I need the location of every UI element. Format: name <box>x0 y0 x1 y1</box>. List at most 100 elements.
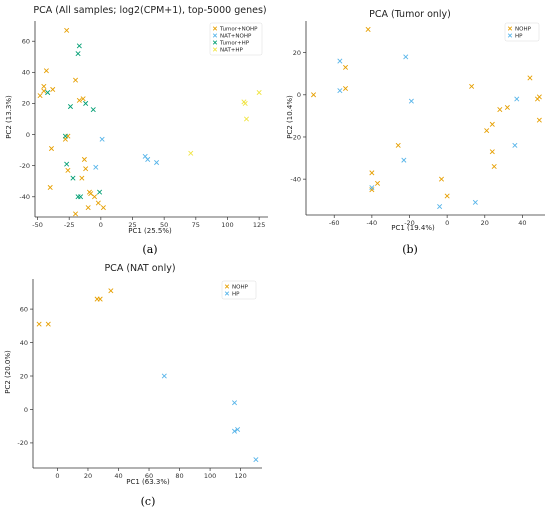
panel-a-point-tumor-nohp <box>100 205 106 211</box>
panel-a-point-tumor-nohp <box>64 27 70 33</box>
panel-b-point-nohp <box>497 107 503 113</box>
panel-a-x-tick-label: -25 <box>64 221 75 229</box>
panel-b-point-nohp <box>374 180 381 186</box>
panel-c-y-tick-label: 40 <box>20 339 28 347</box>
panel-b-point-hp <box>369 185 375 191</box>
panel-a-point-tumor-hp <box>90 107 96 113</box>
panel-a-legend-label: NAT+NOHP <box>220 34 252 40</box>
panel-a-chart: PCA (All samples; log2(CPM+1), top-5000 … <box>5 5 268 256</box>
panel-b-legend-box <box>504 22 540 42</box>
panel-a-point-tumor-nohp <box>83 166 89 172</box>
panel-c-point-nohp <box>97 296 103 302</box>
panel-c-x-tick-label: 60 <box>145 472 153 480</box>
panel-a-point-tumor-hp <box>97 189 103 195</box>
panel-b-point-hp <box>337 88 343 94</box>
panel-a-point-tumor-nohp <box>41 83 47 89</box>
panel-a-xlabel: PC1 (25.5%) <box>128 227 172 235</box>
panel-b-point-hp <box>403 54 409 60</box>
panel-b-point-nohp <box>491 163 497 170</box>
panel-a-point-tumor-nohp <box>88 191 94 197</box>
panel-b-y-tick-label: -20 <box>290 133 301 141</box>
panel-a-point-tumor-hp <box>70 175 76 181</box>
panel-b-point-nohp <box>311 92 317 98</box>
panel-a-legend-label: NAT+HP <box>220 48 244 54</box>
panel-c-legend-marker <box>224 284 230 289</box>
panel-a-point-tumor-nohp <box>37 93 43 99</box>
panel-b-x-tick-label: 20 <box>481 219 489 227</box>
panel-b-x-tick-label: -60 <box>329 219 340 227</box>
panel-a-point-tumor-nohp <box>43 68 49 74</box>
panel-a-y-tick-label: 20 <box>22 100 30 108</box>
panel-a-ylabel: PC2 (13.3%) <box>5 95 13 139</box>
panel-c-x-tick-label: 40 <box>114 472 122 480</box>
panel-b-point-hp <box>401 157 407 163</box>
panel-c-x-tick-label: 80 <box>175 472 183 480</box>
panel-a-point-tumor-hp <box>62 133 68 139</box>
panel-c-legend-box <box>221 280 257 300</box>
panel-a-x-tick-label: -50 <box>32 221 43 229</box>
panel-a-x-tick-label: 75 <box>192 221 200 229</box>
panel-b-x-tick-label: 40 <box>518 219 526 227</box>
panel-a-point-nat-hp <box>242 100 248 106</box>
panel-c-x-tick-label: 120 <box>234 472 246 480</box>
panel-b-point-nohp <box>536 117 542 123</box>
panel-b-xlabel: PC1 (19.4%) <box>391 224 435 232</box>
panel-b-y-tick-label: 20 <box>293 49 301 57</box>
panel-b-label: (b) <box>402 243 418 256</box>
panel-a-title: PCA (All samples; log2(CPM+1), top-5000 … <box>33 5 266 16</box>
panel-b-point-nohp <box>504 104 510 110</box>
panel-a-point-tumor-nohp <box>81 156 87 162</box>
panel-a-point-nat-nohp <box>145 156 151 162</box>
panel-b-y-tick-label: 0 <box>297 91 301 99</box>
panel-a-point-tumor-nohp <box>76 97 82 103</box>
panel-a-point-tumor-hp <box>64 161 70 167</box>
panel-a-point-tumor-nohp <box>73 211 79 217</box>
panel-a-legend-label: Tumor+HP <box>219 41 250 47</box>
panel-a-point-nat-nohp <box>99 136 105 142</box>
panel-b-point-nohp <box>343 64 349 70</box>
panel-a-legend-marker <box>212 40 218 45</box>
panel-c-x-tick-label: 0 <box>55 472 59 480</box>
panel-a-legend-box <box>209 22 263 56</box>
panel-b-point-hp <box>437 204 443 210</box>
panel-a-point-nat-hp <box>256 90 262 96</box>
panel-a-point-nat-hp <box>188 150 194 156</box>
panel-b-y-tick-label: -40 <box>290 175 301 183</box>
panel-c-legend-marker <box>224 291 230 296</box>
panel-b-point-hp <box>472 199 478 205</box>
panel-c-chart: PCA (NAT only) PC1 (63.3%) PC2 (20.0%) (… <box>4 263 262 508</box>
panel-b-point-nohp <box>369 187 375 193</box>
panel-b-legend-marker <box>507 26 513 31</box>
panel-b-point-nohp <box>534 96 540 102</box>
panel-a-point-tumor-nohp <box>73 77 79 83</box>
panel-c-point-hp <box>232 428 238 434</box>
panel-a-point-tumor-nohp <box>80 96 86 102</box>
panel-b-point-nohp <box>395 142 401 148</box>
panel-b-legend-marker <box>507 33 513 38</box>
panel-b-x-tick-label: -40 <box>367 219 378 227</box>
panel-a-label: (a) <box>142 243 157 256</box>
panel-a-point-tumor-nohp <box>48 146 54 152</box>
panel-c-point-hp <box>161 373 167 379</box>
panel-b-point-nohp <box>343 85 349 91</box>
panel-a-x-tick-label: 125 <box>253 221 265 229</box>
panel-c-legend-label: HP <box>232 292 240 298</box>
panel-b-point-hp <box>512 142 518 148</box>
panel-a-legend-label: Tumor+NOHP <box>219 27 258 33</box>
panel-b-point-nohp <box>444 193 450 199</box>
panel-b-point-nohp <box>527 75 533 81</box>
panel-b-legend-label: HP <box>515 34 523 40</box>
panel-a-y-tick-label: -40 <box>19 193 30 201</box>
panel-c-point-nohp <box>45 321 51 327</box>
panel-a-point-tumor-hp <box>75 51 81 57</box>
panel-b-point-hp <box>514 96 520 102</box>
panel-b-chart: PCA (Tumor only) PC1 (19.4%) PC2 (10.4%)… <box>286 9 545 256</box>
panel-a-y-tick-label: 40 <box>22 69 30 77</box>
panel-a-x-tick-label: 25 <box>128 221 136 229</box>
panel-b-point-hp <box>337 58 343 64</box>
panel-c-legend-label: NOHP <box>232 285 249 291</box>
panel-c-x-tick-label: 100 <box>204 472 216 480</box>
panel-a-point-tumor-nohp <box>85 205 91 211</box>
